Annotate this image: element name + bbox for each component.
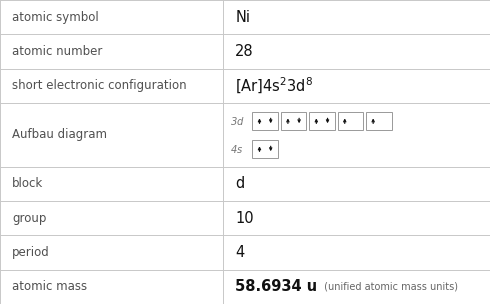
Text: period: period <box>12 246 50 259</box>
Bar <box>309 112 335 130</box>
Bar <box>338 112 363 130</box>
Text: atomic symbol: atomic symbol <box>12 11 99 24</box>
Text: group: group <box>12 212 47 225</box>
Text: atomic number: atomic number <box>12 45 102 58</box>
Text: d: d <box>235 176 245 191</box>
Bar <box>252 112 278 130</box>
Text: Ni: Ni <box>235 10 250 25</box>
Bar <box>252 140 278 158</box>
Bar <box>366 112 392 130</box>
Text: Aufbau diagram: Aufbau diagram <box>12 128 107 141</box>
Bar <box>281 112 306 130</box>
Text: 10: 10 <box>235 211 254 226</box>
Text: atomic mass: atomic mass <box>12 280 87 293</box>
Text: short electronic configuration: short electronic configuration <box>12 79 187 92</box>
Text: 4: 4 <box>235 245 245 260</box>
Text: 3$d$: 3$d$ <box>230 115 245 127</box>
Text: $\mathregular{[Ar]4s^23d^8}$: $\mathregular{[Ar]4s^23d^8}$ <box>235 76 313 96</box>
Text: 4$s$: 4$s$ <box>230 143 244 155</box>
Text: 58.6934 u: 58.6934 u <box>235 279 318 294</box>
Text: (unified atomic mass units): (unified atomic mass units) <box>321 282 458 292</box>
Text: block: block <box>12 177 44 190</box>
Text: 28: 28 <box>235 44 254 59</box>
